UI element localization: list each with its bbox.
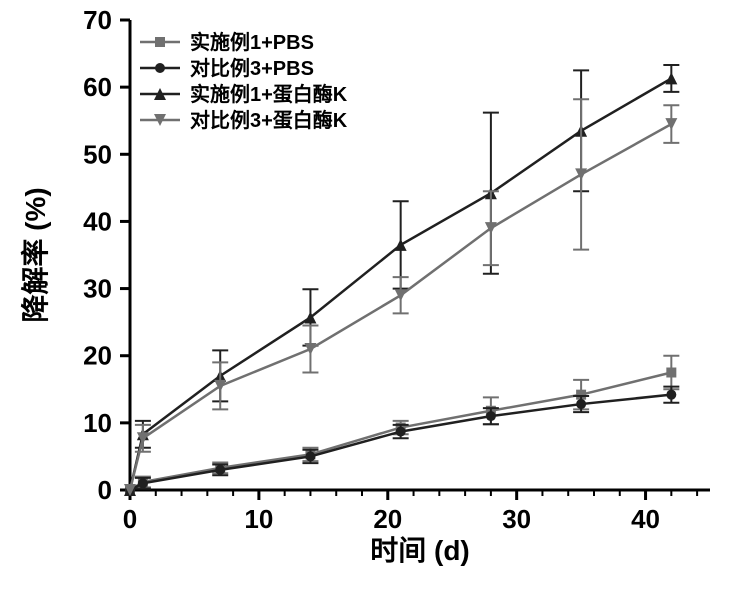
x-axis-label: 时间 (d) bbox=[370, 535, 470, 566]
chart-container: 0 10 20 30 40 50 60 70 0 10 20 30 40 时间 (d) 降解率 (%) 实施例… bbox=[0, 0, 754, 596]
marker-triangle-down bbox=[665, 118, 677, 130]
x-tick-label: 10 bbox=[244, 504, 273, 534]
y-tick-label: 60 bbox=[83, 72, 112, 102]
marker-circle bbox=[486, 411, 496, 421]
legend-label: 对比例3+蛋白酶K bbox=[190, 108, 348, 132]
y-tick-label: 40 bbox=[83, 206, 112, 236]
marker-circle bbox=[155, 63, 165, 73]
y-tick-label: 30 bbox=[83, 274, 112, 304]
marker-triangle-down bbox=[395, 289, 407, 301]
marker-triangle-up bbox=[395, 239, 407, 251]
y-tick-label: 70 bbox=[83, 5, 112, 35]
x-tick-label: 30 bbox=[502, 504, 531, 534]
marker-circle bbox=[305, 451, 315, 461]
legend-label: 实施例1+PBS bbox=[190, 30, 314, 54]
marker-triangle-up bbox=[665, 72, 677, 84]
legend-label: 实施例1+蛋白酶K bbox=[190, 82, 348, 106]
marker-triangle-down bbox=[304, 343, 316, 355]
marker-circle bbox=[666, 390, 676, 400]
y-tick-label: 0 bbox=[98, 475, 112, 505]
marker-circle bbox=[215, 465, 225, 475]
marker-triangle-down bbox=[575, 168, 587, 180]
marker-circle bbox=[576, 399, 586, 409]
y-tick-label: 10 bbox=[83, 408, 112, 438]
legend: 实施例1+PBS对比例3+PBS实施例1+蛋白酶K对比例3+蛋白酶K bbox=[140, 30, 348, 132]
marker-square bbox=[155, 37, 165, 47]
marker-circle bbox=[138, 478, 148, 488]
x-tick-label: 20 bbox=[373, 504, 402, 534]
legend-label: 对比例3+PBS bbox=[190, 56, 314, 80]
x-tick-label: 40 bbox=[631, 504, 660, 534]
y-axis-label: 降解率 (%) bbox=[19, 187, 51, 322]
series-line bbox=[130, 395, 671, 490]
marker-circle bbox=[396, 427, 406, 437]
x-tick-label: 0 bbox=[123, 504, 137, 534]
degradation-chart: 0 10 20 30 40 50 60 70 0 10 20 30 40 时间 (d) 降解率 (%) 实施例… bbox=[0, 0, 754, 596]
series-s2 bbox=[125, 387, 679, 495]
y-tick-label: 20 bbox=[83, 341, 112, 371]
y-tick-label: 50 bbox=[83, 139, 112, 169]
marker-square bbox=[666, 368, 676, 378]
